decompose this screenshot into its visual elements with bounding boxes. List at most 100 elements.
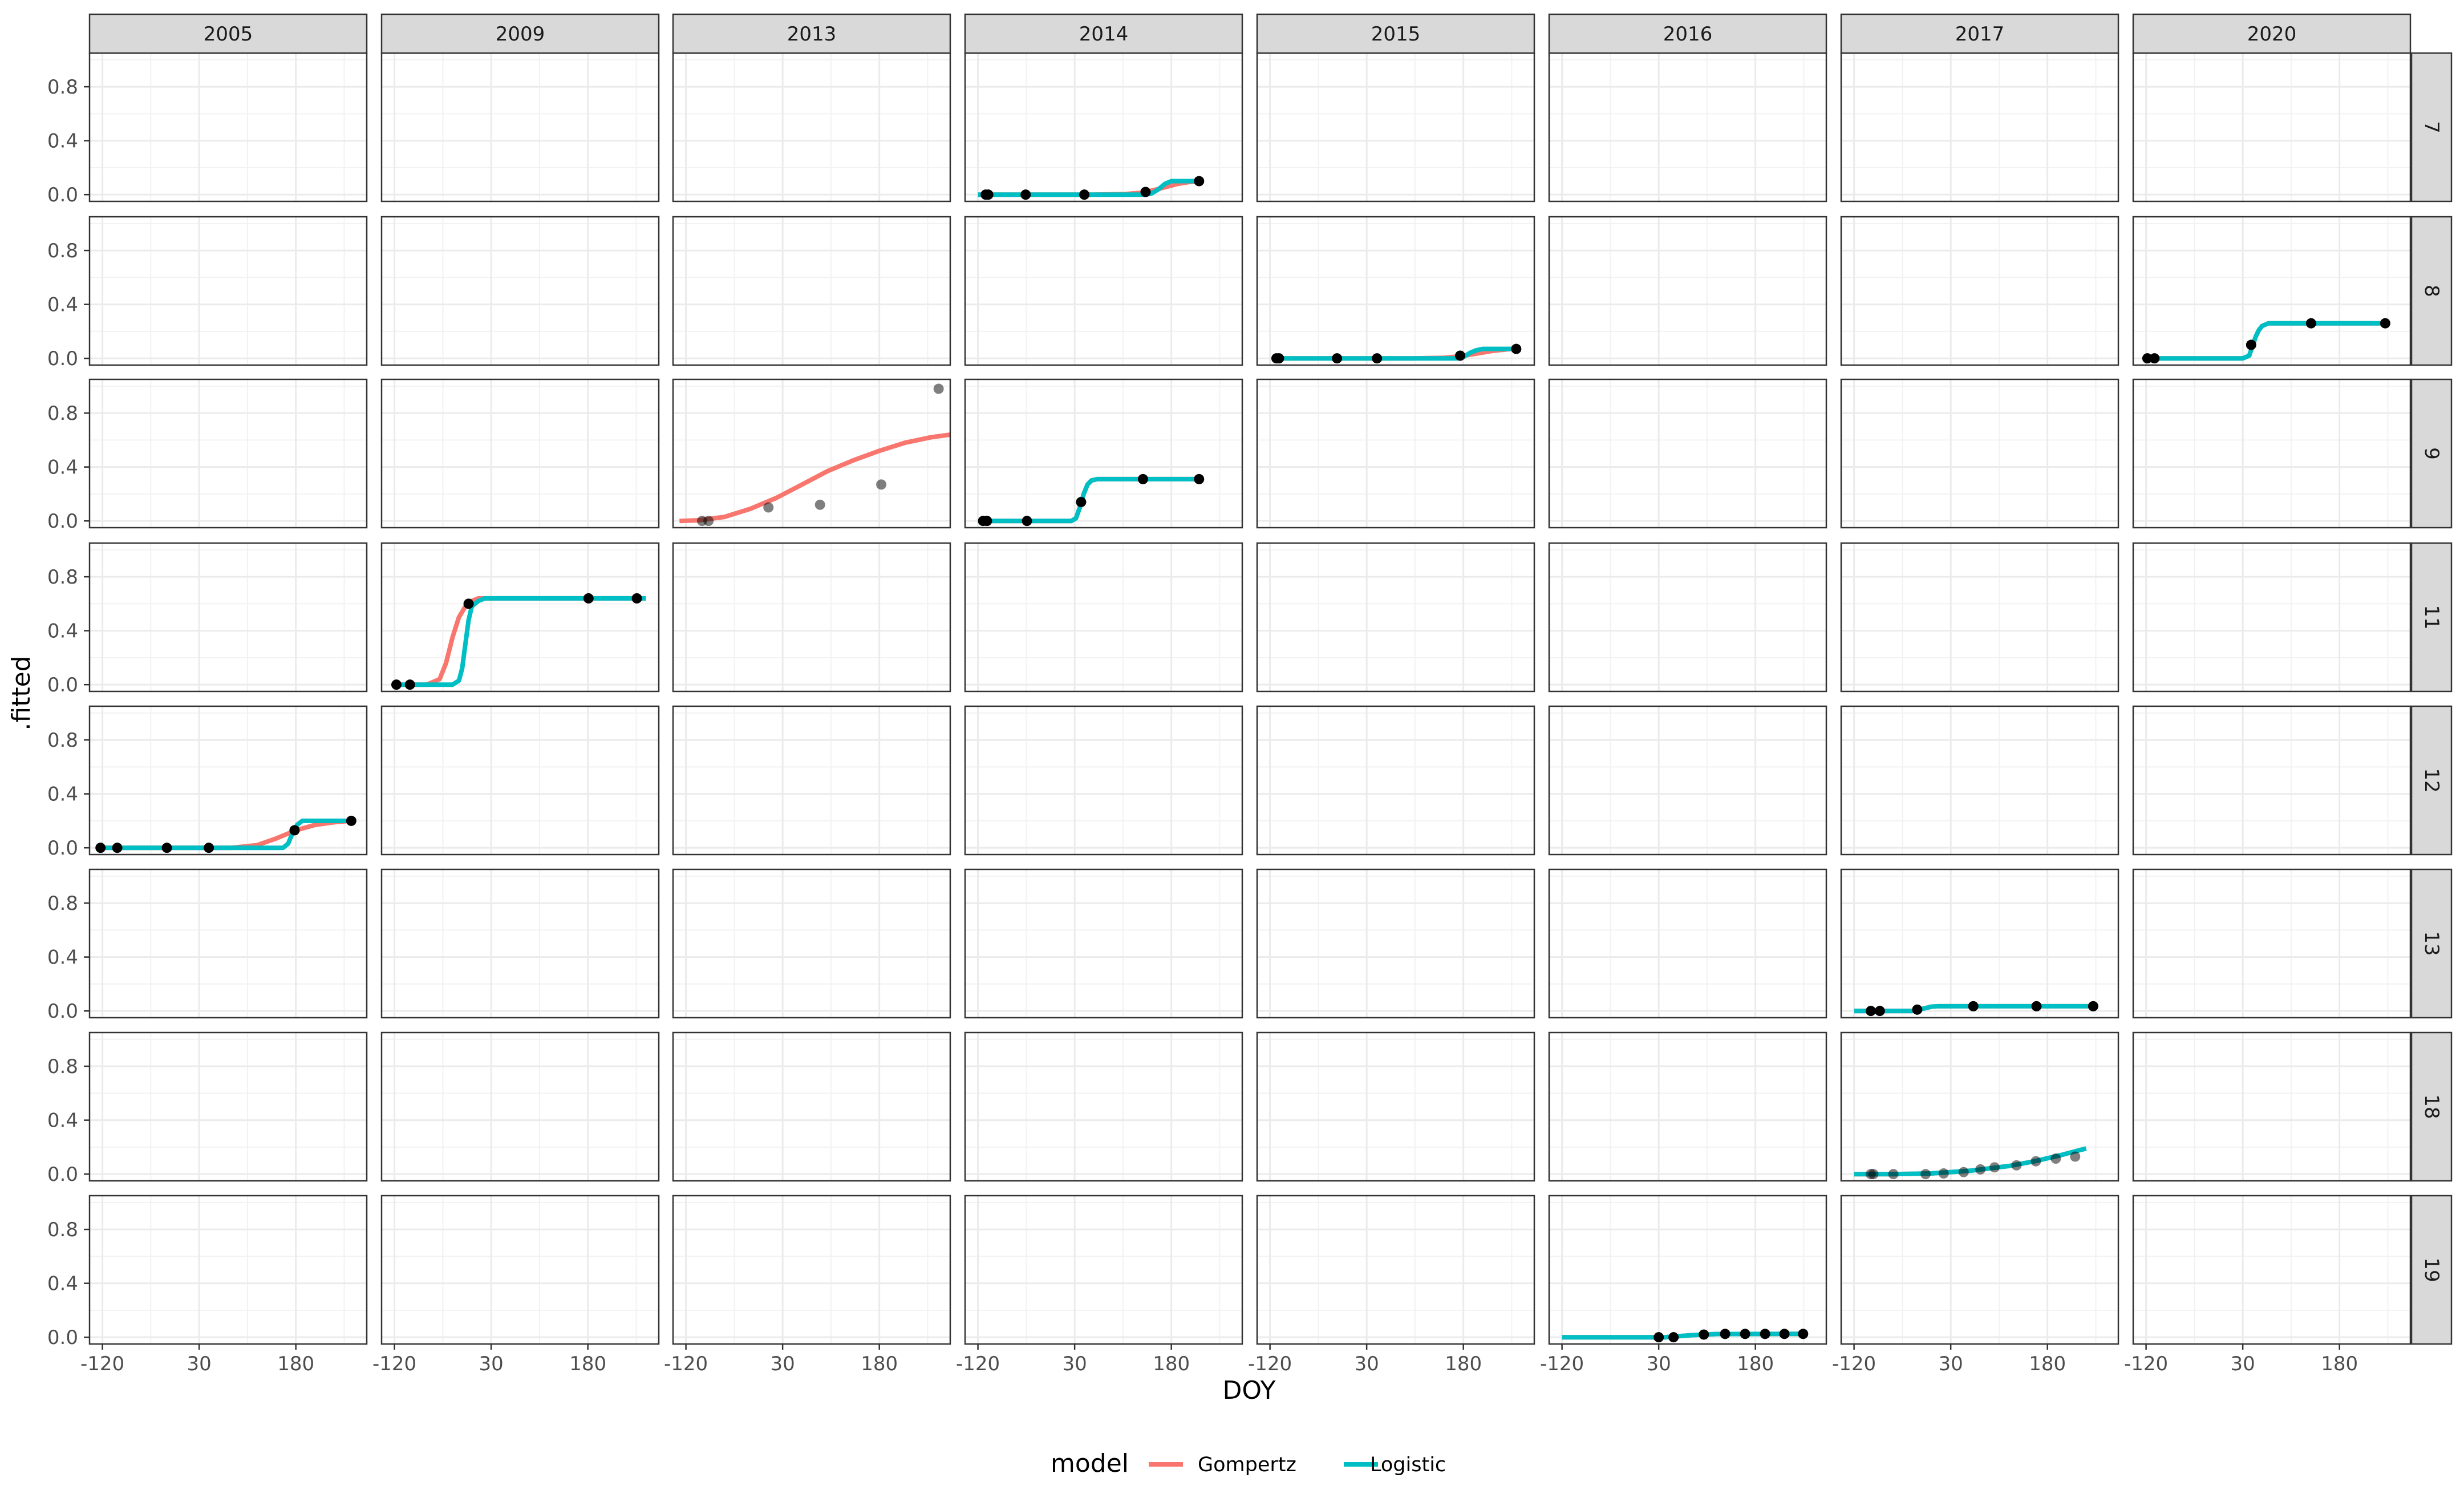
data-point [1668, 1332, 1679, 1343]
x-tick-label: 30 [771, 1353, 795, 1375]
panel-background [1257, 1033, 1534, 1181]
panel-data-2016-19 [1562, 1329, 1809, 1343]
panel-background [673, 869, 950, 1018]
x-tick-label: 180 [2029, 1353, 2066, 1375]
panel-2014-19 [965, 1196, 1242, 1344]
panel-background [90, 706, 367, 855]
panel-2005-9 [90, 379, 367, 528]
panel-border [1548, 1195, 1827, 1345]
panel-2014-12 [965, 706, 1242, 855]
panel-2020-11 [2133, 543, 2410, 691]
panel-2015-18 [1257, 1033, 1534, 1181]
data-point [1912, 1004, 1923, 1015]
panel-border [1840, 705, 2119, 856]
x-tick-label: 180 [1153, 1353, 1190, 1375]
strip-label-right: 8 [2420, 285, 2443, 297]
panel-2009-19 [382, 1196, 659, 1344]
panel-2005-7 [90, 53, 367, 201]
panel-data-2020-8 [2142, 318, 2390, 364]
panel-2013-18 [673, 1033, 950, 1181]
x-tick-label: 180 [277, 1353, 314, 1375]
data-point [1140, 187, 1151, 197]
panel-2013-19 [673, 1196, 950, 1344]
panel-background [673, 217, 950, 365]
panel-border [1840, 1195, 2119, 1345]
panel-2017-11 [1841, 543, 2118, 691]
panel-background [382, 379, 659, 528]
data-point [1455, 350, 1466, 361]
x-tick-label: 180 [569, 1353, 606, 1375]
y-tick-label: 0.0 [47, 347, 78, 370]
x-tick-label: 30 [1063, 1353, 1087, 1375]
panel-background [2133, 1033, 2410, 1181]
panel-2015-19 [1257, 1196, 1534, 1344]
panel-2005-18 [90, 1033, 367, 1181]
panel-border [672, 542, 951, 693]
panel-background [1841, 53, 2118, 201]
panel-border [1256, 542, 1535, 693]
data-point [2050, 1153, 2061, 1164]
series-line-logistic [978, 476, 1204, 524]
panel-2017-19 [1841, 1196, 2118, 1344]
data-point [763, 502, 774, 513]
panel-background [2133, 1196, 2410, 1344]
panel-background [673, 1033, 950, 1181]
panel-background [2133, 543, 2410, 691]
panel-background [1549, 217, 1826, 365]
data-point [1194, 176, 1205, 187]
panel-border [380, 1031, 660, 1182]
panel-border [1548, 216, 1827, 366]
legend-title: model [1051, 1449, 1129, 1478]
series-line-logistic [1854, 1003, 2093, 1014]
data-point [1888, 1169, 1899, 1180]
panel-2015-12 [1257, 706, 1534, 855]
panel-background [1549, 706, 1826, 855]
strip-top [2132, 13, 2412, 54]
panel-background [382, 217, 659, 365]
panel-background [1841, 379, 2118, 528]
panel-2014-8 [965, 217, 1242, 365]
panel-2005-19 [90, 1196, 367, 1344]
panel-border [380, 542, 660, 693]
panel-2005-13 [90, 869, 367, 1018]
data-point [983, 189, 994, 200]
panel-border [672, 868, 951, 1019]
y-tick-label: 0.0 [47, 1163, 78, 1186]
x-tick-label: 180 [1445, 1353, 1482, 1375]
panel-background [2133, 379, 2410, 528]
y-tick-label: 0.8 [47, 1218, 78, 1241]
panel-background [382, 543, 659, 691]
panel-border [672, 216, 951, 366]
y-tick-label: 0.0 [47, 1326, 78, 1349]
panels-layer [88, 52, 2412, 1345]
strip-right [2410, 542, 2453, 693]
panel-background [1841, 1196, 2118, 1344]
data-point [1720, 1329, 1731, 1339]
panel-background [673, 53, 950, 201]
panel-background [382, 1033, 659, 1181]
data-point [1194, 473, 1205, 484]
data-point [1699, 1329, 1709, 1340]
panel-border [1840, 1031, 2119, 1182]
panel-border [1840, 378, 2119, 529]
panel-background [1549, 53, 1826, 201]
panel-border [1840, 868, 2119, 1019]
panel-border [2132, 378, 2412, 529]
data-point [1779, 1329, 1790, 1339]
panel-border [1548, 378, 1827, 529]
panel-2020-19 [2133, 1196, 2410, 1344]
data-point [2142, 353, 2153, 364]
strip-label-top: 2005 [204, 23, 253, 46]
x-tick-label: 30 [187, 1353, 212, 1375]
data-point [1076, 497, 1087, 508]
data-point [1868, 1169, 1879, 1180]
strip-label-right: 9 [2420, 447, 2443, 460]
y-tick-label: 0.4 [47, 783, 78, 806]
strip-label-right: 13 [2420, 931, 2443, 956]
data-point [876, 479, 887, 490]
panel-2020-9 [2133, 379, 2410, 528]
panel-border [380, 1195, 660, 1345]
strip-top [1548, 13, 1827, 54]
data-point [631, 593, 642, 604]
panel-2015-13 [1257, 869, 1534, 1018]
